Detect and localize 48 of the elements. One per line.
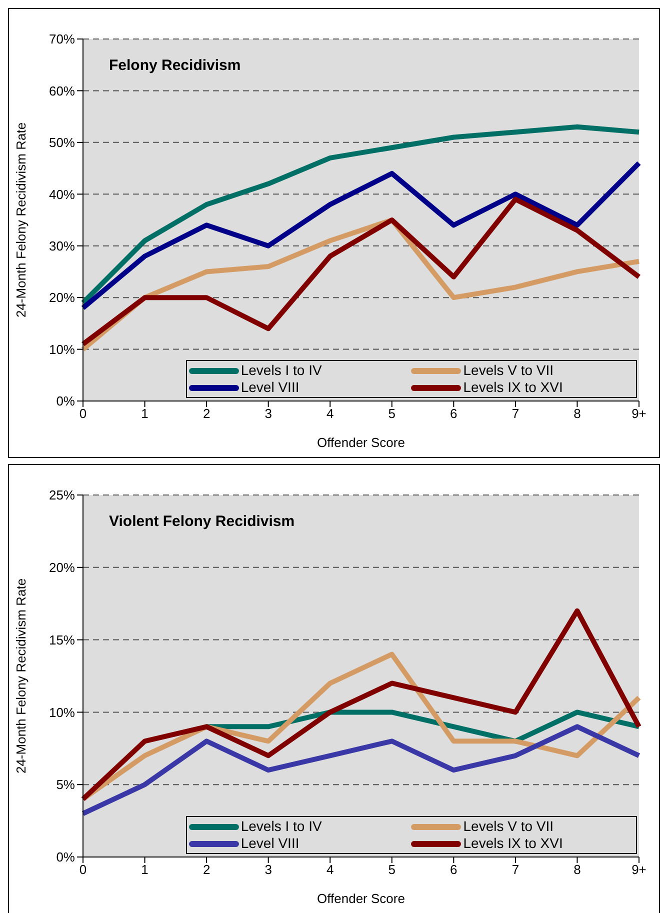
text: Felony Recidivism [109, 57, 241, 74]
x-tick-label: 4 [326, 406, 334, 422]
y-tick-label: 5% [56, 777, 76, 792]
x-tick-label: 3 [264, 406, 272, 422]
x-tick-label: 8 [574, 406, 581, 422]
legend-label: Levels I to IV [240, 362, 322, 379]
x-tick-label: 1 [141, 862, 148, 878]
y-tick-label: 30% [48, 238, 76, 254]
x-tick-label: 5 [388, 862, 396, 878]
y-tick-label: 10% [48, 342, 76, 357]
y-tick-label: 20% [48, 560, 76, 576]
y-axis-title: 24-Month Felony Recidivism Rate [14, 122, 29, 318]
x-axis-title: Offender Score [317, 891, 405, 906]
y-tick-label: 0% [56, 850, 76, 865]
y-tick-label: 40% [48, 186, 76, 202]
x-tick-label: 2 [202, 406, 210, 422]
y-tick-label: 25% [48, 488, 76, 503]
x-tick-label: 5 [388, 406, 396, 422]
x-tick-label: 7 [512, 862, 520, 878]
y-axis-title: 24-Month Felony Recidivism Rate [14, 578, 29, 774]
y-tick-label: 70% [48, 32, 76, 47]
x-tick-label: 7 [512, 406, 520, 422]
x-tick-label: 6 [450, 862, 458, 878]
x-tick-label: 1 [141, 406, 148, 422]
x-tick-label: 0 [79, 406, 87, 422]
y-tick-label: 15% [48, 632, 76, 648]
legend-label: Level VIII [240, 835, 300, 852]
x-tick-label: 9+ [632, 406, 646, 422]
y-tick-label: 60% [48, 83, 76, 98]
x-tick-label: 2 [202, 862, 210, 878]
y-tick-label: 50% [48, 135, 76, 150]
legend-label: Levels V to VII [463, 362, 554, 379]
legend-label: Levels V to VII [463, 818, 554, 835]
x-tick-label: 0 [79, 862, 87, 878]
x-axis-title: Offender Score [317, 435, 405, 450]
x-tick-label: 3 [264, 862, 272, 878]
x-tick-label: 9+ [632, 862, 646, 878]
text: Violent Felony Recidivism [109, 513, 295, 530]
legend-label: Levels IX to XVI [463, 835, 563, 852]
legend-label: Levels I to IV [240, 818, 322, 835]
y-tick-label: 20% [48, 290, 76, 306]
x-tick-label: 4 [326, 862, 334, 878]
legend-label: Level VIII [240, 379, 300, 396]
x-tick-label: 6 [450, 406, 458, 422]
legend-label: Levels IX to XVI [463, 379, 563, 396]
y-tick-label: 0% [56, 394, 76, 409]
x-tick-label: 8 [574, 862, 581, 878]
y-tick-label: 10% [48, 704, 76, 720]
